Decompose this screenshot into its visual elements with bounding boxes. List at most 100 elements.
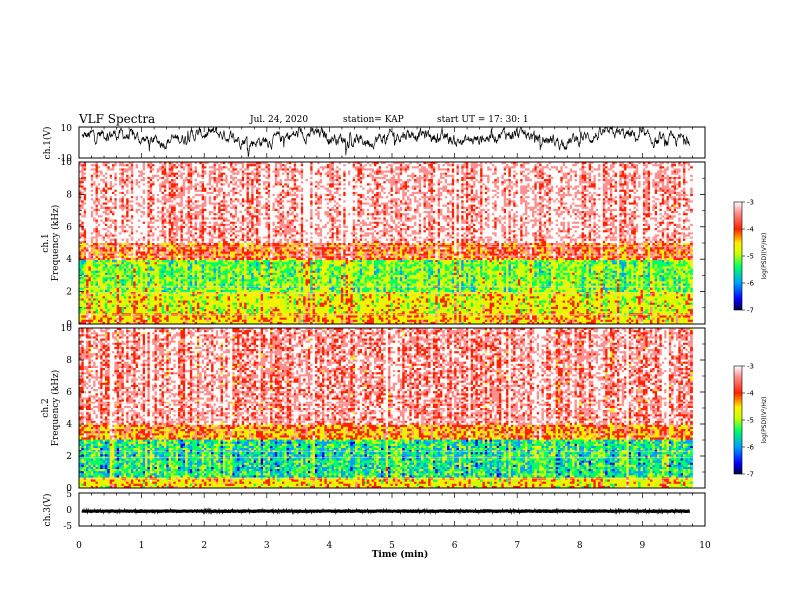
spectrogram-cell xyxy=(103,203,106,205)
spectrogram-cell xyxy=(157,190,160,192)
spectrogram-cell xyxy=(124,209,127,211)
spectrogram-cell xyxy=(162,307,165,309)
spectrogram-cell xyxy=(114,318,117,320)
spectrogram-cell xyxy=(166,247,169,249)
spectrogram-cell xyxy=(155,273,158,275)
spectrogram-cell xyxy=(129,311,132,313)
spectrogram-cell xyxy=(119,320,122,322)
spectrogram-cell xyxy=(136,200,139,202)
spectrogram-cell xyxy=(126,258,129,260)
spectrogram-cell xyxy=(110,290,113,292)
spectrogram-cell xyxy=(117,226,120,228)
spectrogram-cell xyxy=(136,301,139,303)
spectrogram-cell xyxy=(114,203,117,205)
spectrogram-cell xyxy=(140,196,143,198)
spectrogram-cell xyxy=(114,220,117,222)
spectrogram-cell xyxy=(157,273,160,275)
spectrogram-cell xyxy=(81,209,84,211)
spectrogram-cell xyxy=(164,211,167,213)
spectrogram-cell xyxy=(166,241,169,243)
spectrogram-cell xyxy=(117,188,120,190)
spectrogram-cell xyxy=(98,220,101,222)
spectrogram-cell xyxy=(119,241,122,243)
spectrogram-cell xyxy=(86,318,89,320)
spectrogram-cell xyxy=(88,305,91,307)
spectrogram-cell xyxy=(147,228,150,230)
spectrogram-cell xyxy=(147,247,150,249)
spectrogram-cell xyxy=(121,228,124,230)
spectrogram-cell xyxy=(84,294,87,296)
spectrogram-cell xyxy=(105,226,108,228)
spectrogram-cell xyxy=(155,200,158,202)
spectrogram-cell xyxy=(81,301,84,303)
spectrogram-cell xyxy=(105,277,108,279)
spectrogram-cell xyxy=(131,226,134,228)
spectrogram-cell xyxy=(147,230,150,232)
spectrogram-cell xyxy=(107,213,110,215)
spectrogram-cell xyxy=(162,185,165,187)
spectrogram-cell xyxy=(117,281,120,283)
spectrogram-cell xyxy=(117,234,120,236)
spectrogram-cell xyxy=(143,183,146,185)
spectrogram-cell xyxy=(140,209,143,211)
spectrogram-cell xyxy=(84,262,87,264)
spectrogram-cell xyxy=(124,260,127,262)
spectrogram-cell xyxy=(100,315,103,317)
spectrogram-cell xyxy=(126,179,129,181)
spectrogram-cell xyxy=(117,168,120,170)
spectrogram-cell xyxy=(131,262,134,264)
spectrogram-cell xyxy=(164,222,167,224)
spectrogram-cell xyxy=(155,181,158,183)
spectrogram-cell xyxy=(166,203,169,205)
spectrogram-cell xyxy=(98,277,101,279)
spectrogram-cell xyxy=(145,232,148,234)
spectrogram-cell xyxy=(164,307,167,309)
spectrogram-cell xyxy=(157,217,160,219)
spectrogram-cell xyxy=(124,298,127,300)
spectrogram-cell xyxy=(157,207,160,209)
spectrogram-cell xyxy=(110,239,113,241)
spectrogram-cell xyxy=(93,239,96,241)
spectrogram-cell xyxy=(91,296,94,298)
spectrogram-cell xyxy=(96,307,99,309)
spectrogram-cell xyxy=(124,215,127,217)
spectrogram-cell xyxy=(155,275,158,277)
spectrogram-cell xyxy=(121,320,124,322)
spectrogram-cell xyxy=(81,288,84,290)
spectrogram-cell xyxy=(157,271,160,273)
spectrogram-cell xyxy=(107,320,110,322)
spectrogram-cell xyxy=(133,234,136,236)
spectrogram-cell xyxy=(86,166,89,168)
spectrogram-cell xyxy=(107,275,110,277)
spectrogram-cell xyxy=(84,247,87,249)
spectrogram-cell xyxy=(152,209,155,211)
spectrogram-cell xyxy=(152,211,155,213)
spectrogram-cell xyxy=(124,179,127,181)
spectrogram-cell xyxy=(110,305,113,307)
spectrogram-cell xyxy=(129,190,132,192)
spectrogram-ch1-image xyxy=(79,162,705,324)
spectrogram-cell xyxy=(93,217,96,219)
spectrogram-cell xyxy=(131,185,134,187)
spectrogram-cell xyxy=(96,315,99,317)
spectrogram-cell xyxy=(145,266,148,268)
spectrogram-cell xyxy=(152,239,155,241)
spectrogram-cell xyxy=(103,266,106,268)
spectrogram-cell xyxy=(98,192,101,194)
spectrogram-cell xyxy=(164,301,167,303)
spectrogram-cell xyxy=(126,296,129,298)
spectrogram-cell xyxy=(124,264,127,266)
spectrogram-cell xyxy=(93,288,96,290)
spectrogram-cell xyxy=(138,309,141,311)
spectrogram-cell xyxy=(129,192,132,194)
spectrogram-cell xyxy=(152,277,155,279)
spectrogram-cell xyxy=(166,234,169,236)
spectrogram-cell xyxy=(157,205,160,207)
spectrogram-cell xyxy=(88,315,91,317)
spectrogram-cell xyxy=(121,175,124,177)
spectrogram-cell xyxy=(126,288,129,290)
spectrogram-cell xyxy=(96,279,99,281)
spectrogram-cell xyxy=(84,303,87,305)
spectrogram-cell xyxy=(136,260,139,262)
spectrogram-cell xyxy=(152,271,155,273)
